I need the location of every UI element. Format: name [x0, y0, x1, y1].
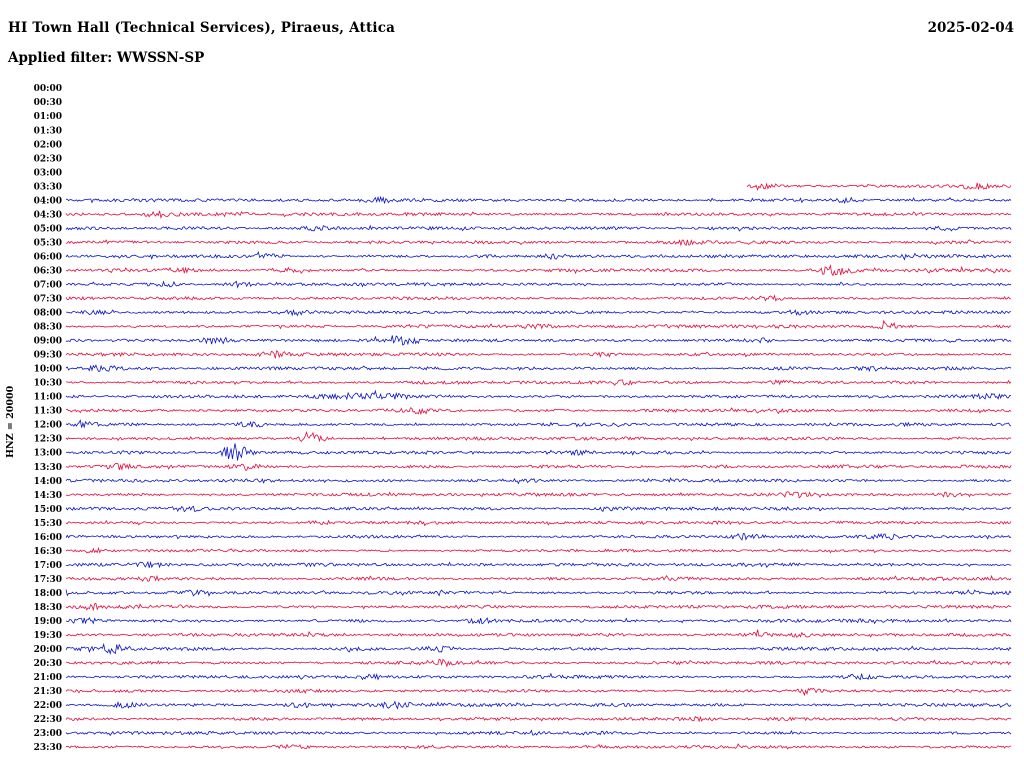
seismogram-trace [65, 532, 1012, 541]
seismogram-trace [65, 280, 1012, 289]
seismogram-trace [65, 477, 1012, 485]
seismogram-trace [65, 589, 1012, 597]
seismogram-trace [65, 602, 1012, 612]
seismogram-trace [65, 224, 1012, 232]
time-label: 21:30 [34, 687, 62, 697]
seismogram-trace [746, 182, 1012, 192]
seismogram-trace [65, 642, 1012, 655]
time-label: 22:00 [34, 701, 62, 711]
seismogram-trace [66, 335, 1012, 346]
time-label: 18:00 [34, 589, 62, 599]
seismogram-trace [65, 419, 1012, 429]
time-label: 01:30 [34, 126, 62, 136]
channel-scale-label: HNZ = 20000 [5, 385, 16, 458]
time-label: 22:30 [34, 715, 62, 725]
seismogram-trace [65, 729, 1012, 737]
seismogram-trace [65, 547, 1012, 554]
seismogram-trace [65, 431, 1012, 443]
time-label: 08:00 [34, 309, 62, 319]
time-label: 23:30 [34, 743, 62, 753]
seismogram-trace [65, 364, 1012, 372]
time-label: 16:30 [34, 547, 62, 557]
seismogram-trace [65, 264, 1012, 277]
seismogram-trace [65, 629, 1012, 638]
seismogram-trace [65, 319, 1012, 330]
seismogram-trace [65, 210, 1012, 219]
time-label: 03:30 [34, 182, 62, 192]
seismogram-trace [65, 379, 1012, 386]
seismogram-trace [65, 350, 1012, 359]
time-label: 06:30 [34, 267, 62, 277]
time-label: 02:30 [34, 154, 62, 164]
page-title: HI Town Hall (Technical Services), Pirae… [8, 20, 396, 36]
seismogram-trace [65, 239, 1012, 247]
time-label: 15:00 [34, 505, 62, 515]
time-label: 04:00 [34, 196, 62, 206]
seismogram-trace [65, 519, 1012, 527]
time-label: 20:30 [34, 659, 62, 669]
time-label: 13:30 [34, 463, 62, 473]
time-label: 14:30 [34, 491, 62, 501]
time-label: 20:00 [34, 645, 62, 655]
time-label: 00:00 [34, 84, 62, 94]
time-label: 00:30 [34, 98, 62, 108]
filter-label: Applied filter: WWSSN-SP [8, 50, 205, 66]
seismogram-trace [65, 574, 1012, 582]
date-label: 2025-02-04 [927, 20, 1014, 36]
time-label: 19:30 [34, 631, 62, 641]
seismogram-trace [66, 309, 1012, 317]
seismogram-trace [65, 505, 1012, 513]
time-label: 01:00 [34, 112, 62, 122]
seismogram-trace [65, 658, 1012, 668]
seismogram-trace [65, 743, 1012, 750]
time-label: 08:30 [34, 323, 62, 333]
time-label: 21:00 [34, 673, 62, 683]
time-label: 16:00 [34, 533, 62, 543]
time-label: 07:00 [34, 281, 62, 291]
time-label: 09:00 [34, 337, 62, 347]
seismogram-trace [65, 687, 1012, 697]
seismogram-trace [65, 407, 1012, 416]
time-label: 15:30 [34, 519, 62, 529]
time-label: 19:00 [34, 617, 62, 627]
time-label: 10:30 [34, 379, 62, 389]
time-label: 06:00 [34, 253, 62, 263]
time-label: 17:30 [34, 575, 62, 585]
seismogram-trace [65, 294, 1012, 302]
time-label: 11:00 [34, 393, 62, 403]
seismogram-trace [65, 462, 1012, 471]
time-label: 10:00 [34, 365, 62, 375]
time-label: 04:30 [34, 210, 62, 220]
seismogram-trace [65, 700, 1012, 710]
time-label: 05:00 [34, 224, 62, 234]
seismogram-trace [65, 672, 1012, 681]
seismogram-trace [65, 715, 1012, 723]
seismogram-trace [65, 560, 1012, 569]
time-label: 05:30 [34, 238, 62, 248]
seismogram-trace [65, 616, 1012, 625]
time-label: 14:00 [34, 477, 62, 487]
time-label: 11:30 [34, 407, 62, 417]
time-label: 07:30 [34, 295, 62, 305]
seismogram-trace [65, 491, 1012, 499]
time-label: 12:00 [34, 421, 62, 431]
time-label: 03:00 [34, 168, 62, 178]
time-label: 23:00 [34, 729, 62, 739]
time-label: 13:00 [34, 449, 62, 459]
seismogram-trace [65, 195, 1012, 205]
time-label: 12:30 [34, 435, 62, 445]
time-label: 09:30 [34, 351, 62, 361]
time-label: 17:00 [34, 561, 62, 571]
time-label: 18:30 [34, 603, 62, 613]
time-label: 02:00 [34, 140, 62, 150]
seismogram-trace [65, 389, 1012, 401]
seismogram-trace [65, 251, 1012, 261]
seismogram-trace [65, 443, 1012, 461]
